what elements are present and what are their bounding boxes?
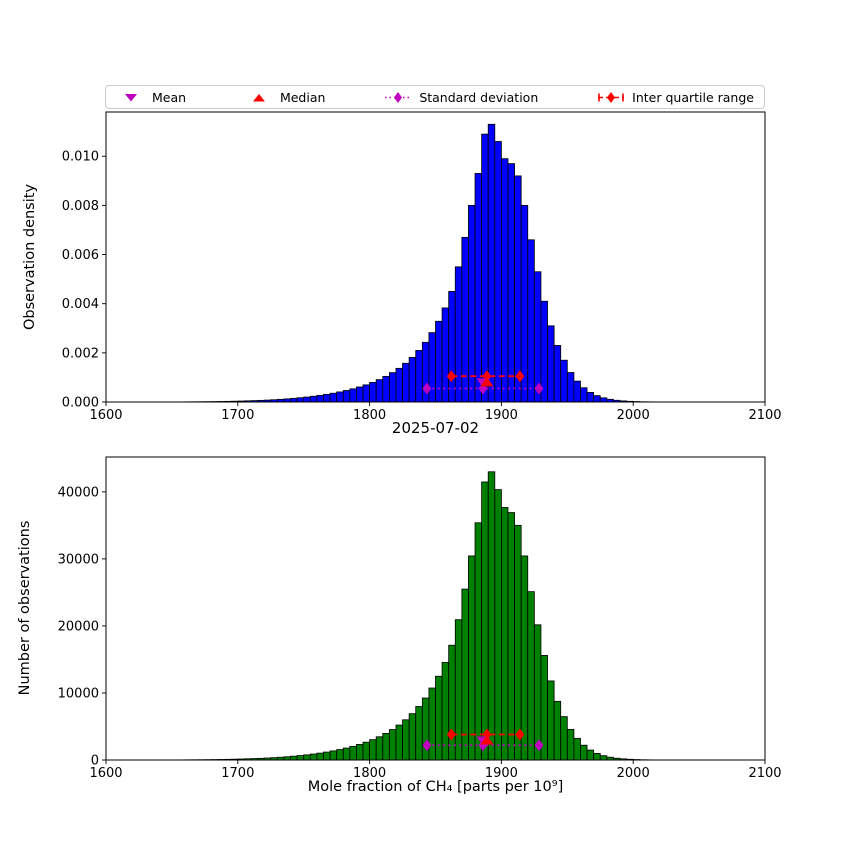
svg-text:1900: 1900 — [485, 766, 518, 781]
iqr-dashed-errorbar-icon — [598, 92, 625, 103]
svg-text:1600: 1600 — [89, 408, 122, 423]
svg-text:1900: 1900 — [485, 408, 518, 423]
svg-text:0.004: 0.004 — [62, 297, 99, 312]
svg-text:30000: 30000 — [58, 552, 99, 567]
svg-text:2000: 2000 — [617, 766, 650, 781]
svg-text:1700: 1700 — [221, 766, 254, 781]
top-y-axis-label: Observation density — [22, 183, 38, 331]
legend-label-mean: Mean — [152, 89, 187, 105]
legend-label-median: Median — [279, 89, 326, 105]
svg-text:0: 0 — [91, 754, 99, 769]
svg-text:0.010: 0.010 — [62, 150, 99, 165]
svg-text:0.006: 0.006 — [62, 248, 99, 263]
legend-item-median: Median — [244, 89, 325, 105]
bottom-count-histogram-bars — [171, 471, 654, 761]
bottom-count-histogram: 1600 1700 1800 1900 2000 2100 0 10000 20000 30000… — [58, 456, 782, 781]
x-axis-label: Mole fraction of CH₄ [parts per 10⁹] — [307, 779, 564, 795]
bottom-y-axis-label: Number of observations — [17, 520, 33, 696]
svg-text:1700: 1700 — [221, 408, 254, 423]
top-density-histogram-bars — [171, 123, 654, 403]
svg-text:10000: 10000 — [58, 686, 99, 701]
legend-item-iqr: Inter quartile range — [596, 89, 754, 105]
svg-text:2100: 2100 — [748, 408, 781, 423]
svg-text:0.000: 0.000 — [62, 396, 99, 411]
mean-triangle-down-icon — [125, 94, 137, 102]
median-triangle-up-icon — [252, 94, 265, 102]
legend-item-std: Standard deviation — [383, 89, 538, 105]
svg-text:0.008: 0.008 — [62, 199, 99, 214]
legend: Mean Median Standard deviation Inter qua… — [105, 85, 765, 109]
top-density-histogram: 1600 1700 1800 1900 2000 2100 0.000 0.002 0.004 0… — [62, 111, 782, 423]
svg-text:2000: 2000 — [617, 408, 650, 423]
svg-text:1600: 1600 — [89, 766, 122, 781]
legend-label-iqr: Inter quartile range — [632, 89, 754, 105]
svg-text:1800: 1800 — [353, 408, 386, 423]
svg-text:1800: 1800 — [353, 766, 386, 781]
date-title: 2025-07-02 — [391, 419, 480, 437]
svg-text:20000: 20000 — [58, 619, 99, 634]
std-dotted-diamond-icon — [385, 92, 412, 103]
svg-text:0.002: 0.002 — [62, 346, 99, 361]
legend-item-mean: Mean — [116, 89, 186, 105]
svg-text:40000: 40000 — [58, 485, 99, 500]
svg-text:2100: 2100 — [748, 766, 781, 781]
legend-label-std: Standard deviation — [419, 89, 539, 105]
